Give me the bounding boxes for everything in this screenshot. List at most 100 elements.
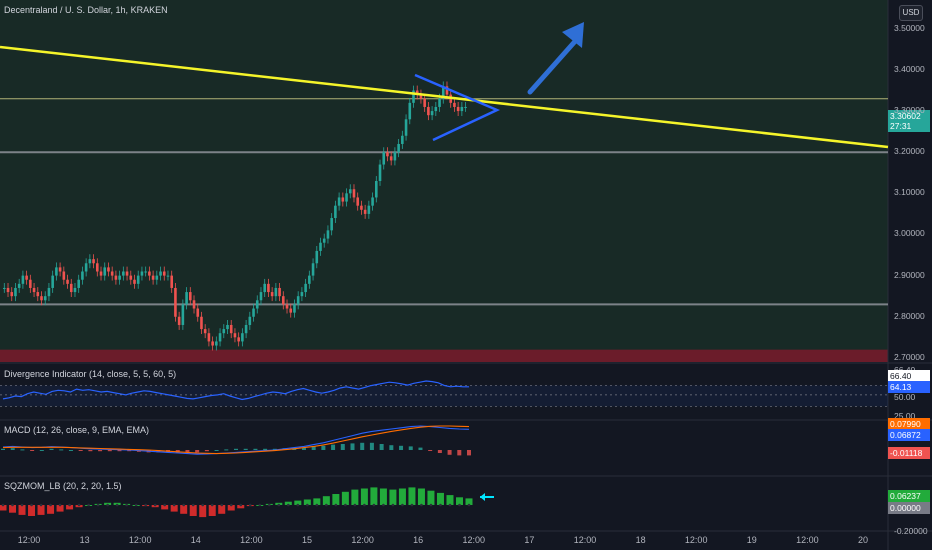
candle-body	[464, 106, 467, 108]
candle-body	[129, 275, 133, 280]
candle-body	[55, 267, 58, 276]
sqzmom-bar	[284, 501, 292, 505]
rsi-title: Divergence Indicator (14, close, 5, 5, 6…	[4, 369, 177, 379]
candle-body	[453, 102, 456, 107]
candle-body	[389, 156, 393, 161]
candle-body	[386, 152, 389, 157]
macd-hist-bar	[204, 450, 209, 452]
sqzmom-bar	[28, 505, 36, 516]
squeeze-dot	[229, 503, 233, 507]
candle-body	[393, 152, 397, 161]
candle-body	[248, 316, 252, 325]
squeeze-dot	[306, 503, 309, 507]
candle-body	[96, 263, 99, 272]
squeeze-dot	[287, 503, 290, 507]
time-tick: 12:00	[240, 535, 263, 545]
macd-hist-bar	[311, 446, 316, 450]
macd-hist-bar	[20, 449, 25, 451]
macd-signal-tag: 0.07990	[888, 418, 930, 430]
price-tick: 3.50000	[894, 22, 925, 33]
candle-body	[300, 292, 304, 297]
squeeze-dot	[344, 503, 347, 507]
candle-body	[218, 333, 222, 342]
sqzmom-bar	[9, 505, 17, 513]
sqzmom-bar	[303, 499, 311, 505]
candle-body	[88, 259, 92, 264]
squeeze-dot	[467, 503, 471, 507]
candle-body	[162, 271, 166, 276]
currency-button[interactable]: USD	[899, 5, 923, 21]
candle-body	[110, 271, 114, 276]
candle-body	[133, 279, 136, 284]
candle-body	[412, 90, 415, 103]
time-tick: 12:00	[796, 535, 819, 545]
sqzmom-bar	[47, 505, 55, 514]
squeeze-dot	[410, 503, 414, 507]
candle-body	[293, 304, 296, 313]
candle-body	[84, 263, 88, 272]
candle-body	[296, 296, 300, 305]
candle-body	[155, 275, 159, 280]
rsi-line	[2, 380, 469, 401]
price-tick: 2.90000	[894, 269, 925, 280]
time-tick: 12:00	[573, 535, 597, 545]
macd-hist-bar	[78, 450, 83, 451]
candle-body	[274, 287, 278, 297]
rsi-value-tag: 64.13	[888, 381, 930, 393]
candle-body	[456, 106, 460, 112]
squeeze-dot	[296, 503, 300, 507]
sqzmom-bar	[408, 487, 416, 505]
macd-hist-bar	[263, 448, 268, 450]
time-tick: 12:00	[128, 535, 152, 545]
sqzmom-bar	[370, 487, 378, 505]
sqzmom-bar	[351, 489, 359, 505]
macd-hist-bar	[98, 450, 103, 452]
candle-body	[192, 300, 196, 309]
macd-hist-bar	[175, 450, 180, 453]
candle-body	[207, 333, 211, 342]
sqzmom-bar	[313, 498, 321, 505]
sqzmom-bar	[389, 489, 397, 505]
candle-body	[144, 271, 147, 273]
macd-hist-bar	[360, 442, 365, 450]
candle-body	[397, 143, 400, 153]
macd-hist-bar	[1, 448, 5, 450]
candle-body	[423, 98, 426, 107]
macd-hist-bar	[127, 450, 132, 452]
sqzmom-bar	[465, 498, 473, 505]
candle-body	[341, 197, 345, 202]
squeeze-dot	[401, 503, 404, 507]
price-tick: 3.40000	[894, 63, 925, 74]
candle-body	[352, 189, 356, 198]
candle-body	[136, 275, 140, 284]
candle-body	[434, 106, 438, 112]
time-tick: 12:00	[684, 535, 708, 545]
candle-body	[25, 275, 28, 280]
candle-body	[14, 287, 17, 297]
macd-hist-bar	[68, 450, 73, 451]
candle-body	[3, 287, 6, 289]
candle-body	[32, 287, 36, 293]
candle-body	[404, 119, 408, 136]
candle-body	[371, 197, 374, 206]
macd-hist-bar	[49, 448, 54, 450]
candle-body	[326, 230, 330, 239]
candle-body	[196, 308, 200, 317]
squeeze-dot	[68, 503, 71, 507]
candle-body	[367, 205, 371, 214]
squeeze-dot	[49, 503, 52, 507]
squeeze-dot	[448, 503, 452, 507]
candle-body	[315, 250, 319, 264]
squeeze-dot	[106, 503, 109, 507]
squeeze-dot	[258, 503, 262, 507]
macd-hist-bar	[185, 450, 190, 453]
candle-body	[29, 279, 32, 288]
macd-hist-bar	[369, 442, 374, 450]
candle-body	[62, 271, 66, 280]
squeeze-dot	[134, 503, 138, 507]
candle-body	[40, 296, 43, 301]
candle-body	[47, 287, 51, 297]
time-tick: 14	[190, 535, 201, 545]
candle-body	[289, 308, 293, 313]
time-tick: 18	[635, 535, 646, 545]
